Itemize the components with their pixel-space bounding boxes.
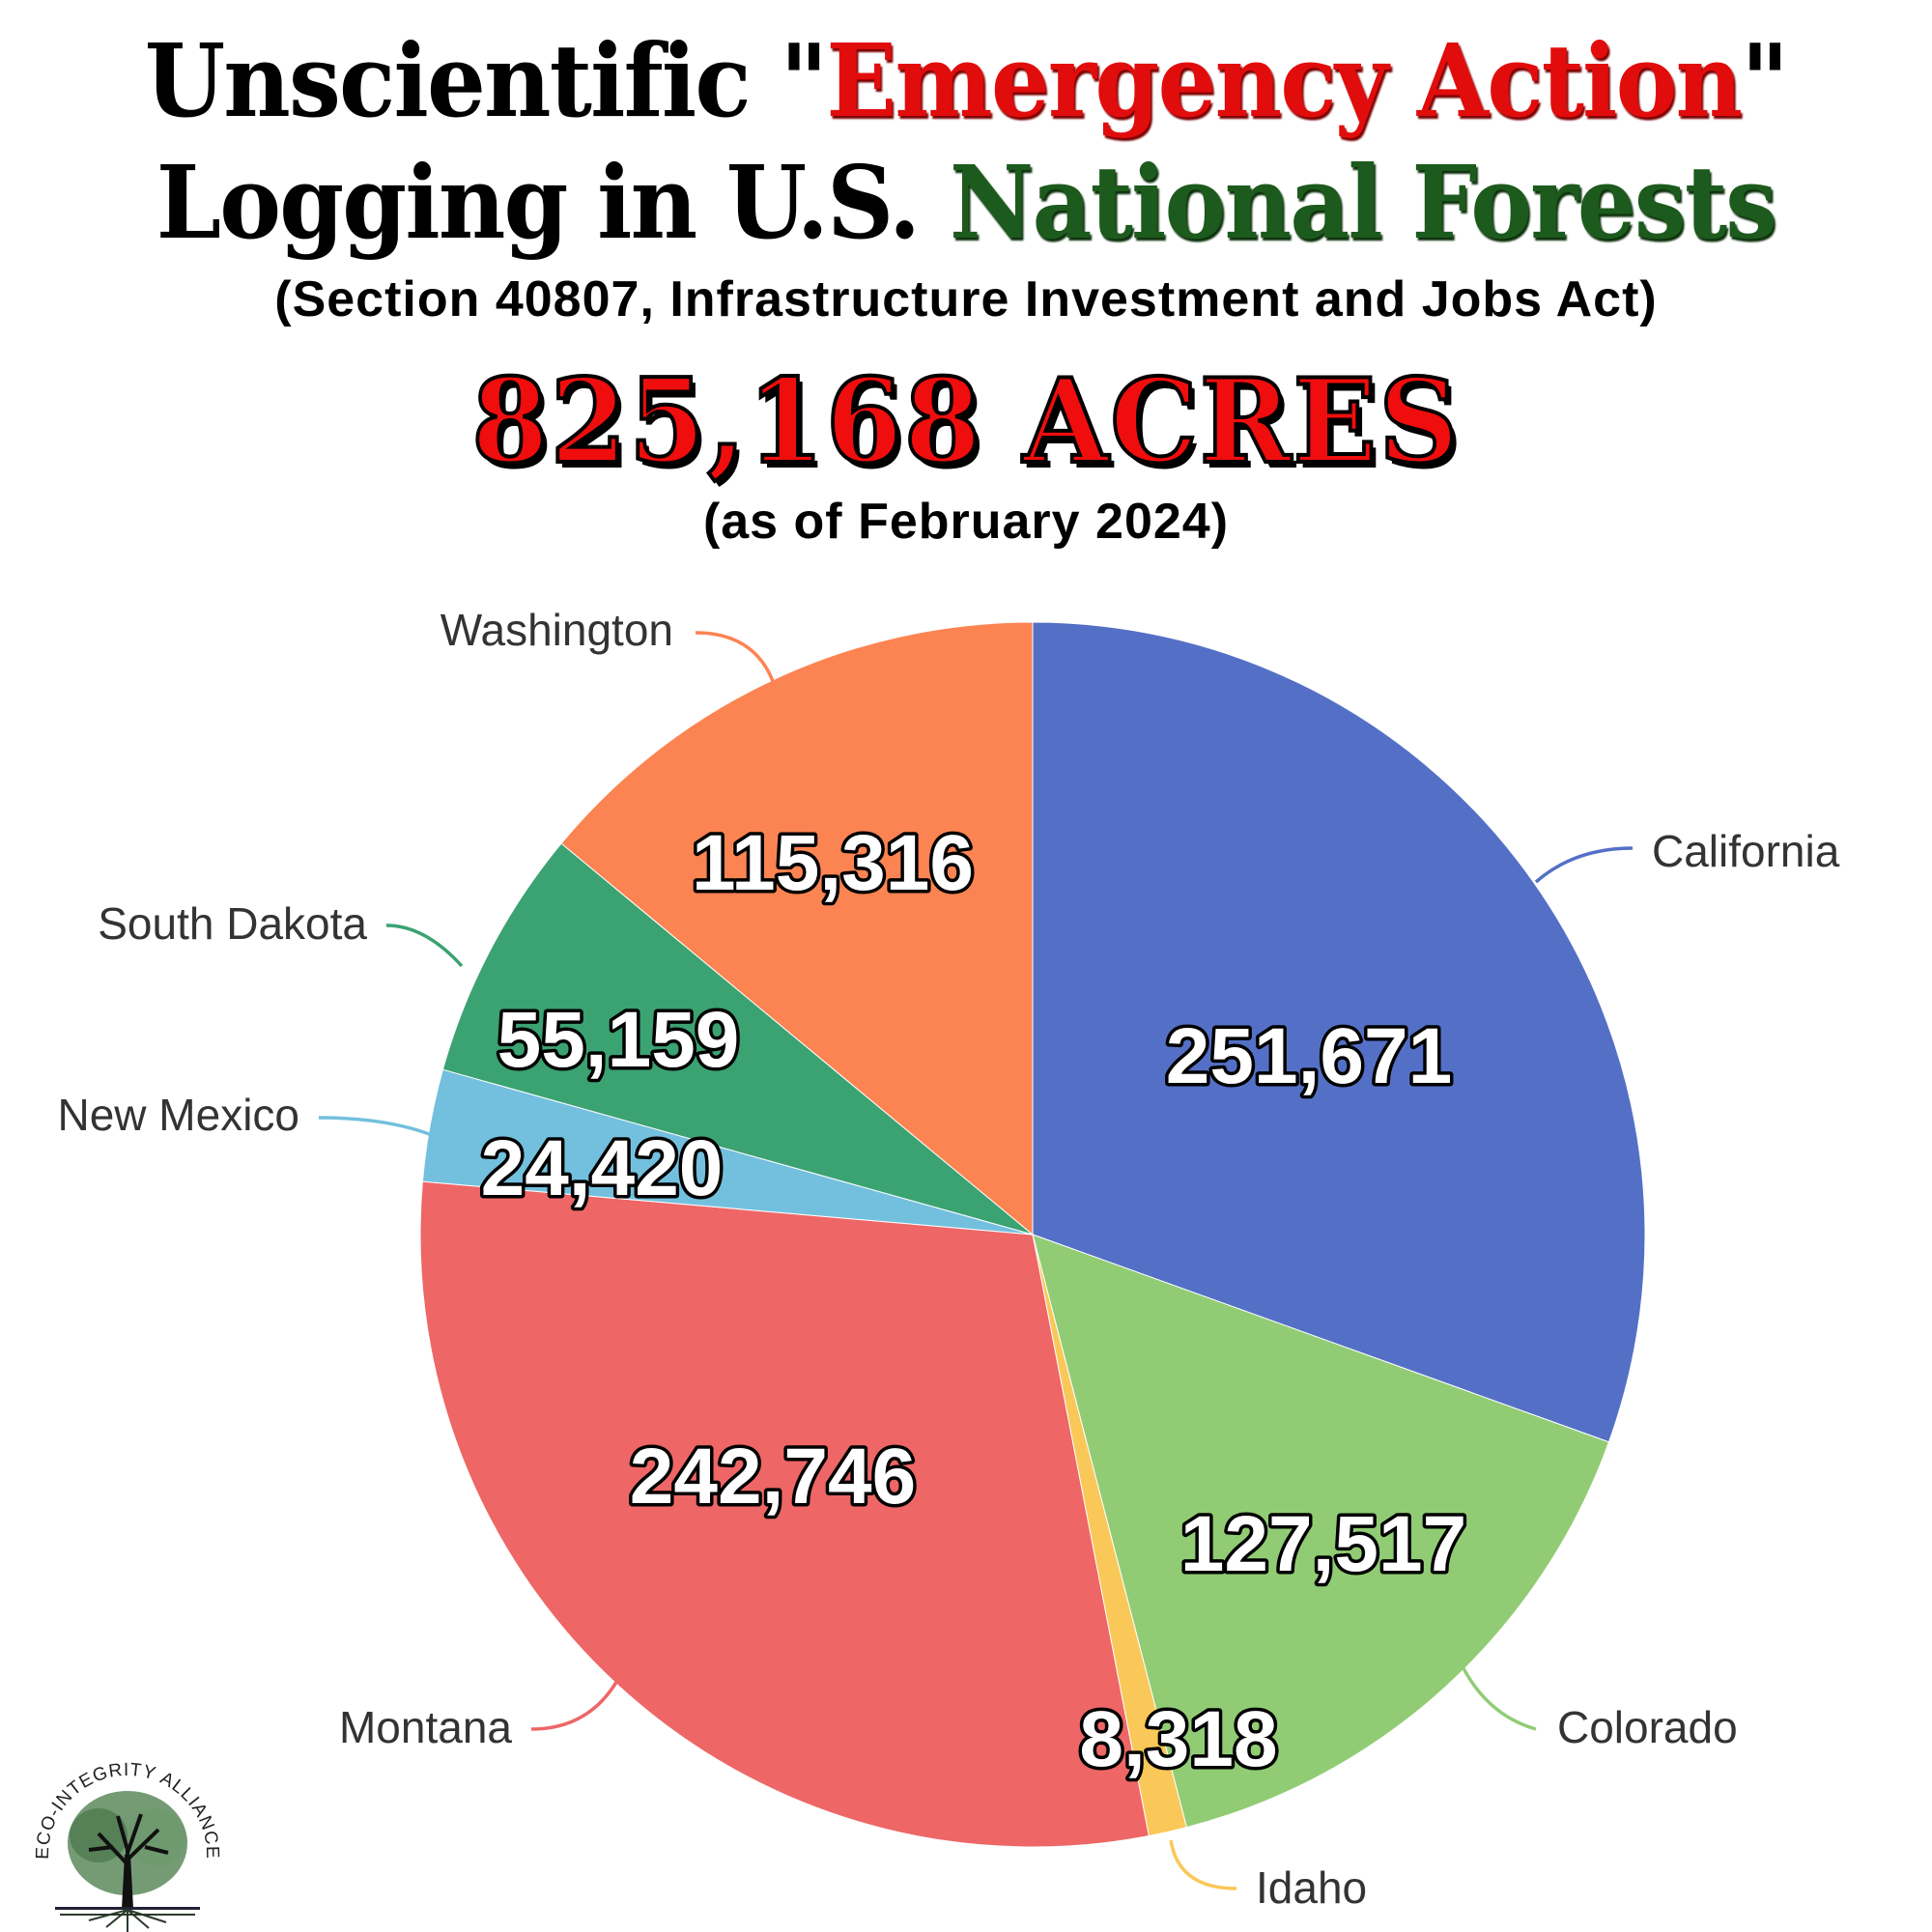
- value-label: 8,318: [1079, 1695, 1277, 1783]
- pie-slice-colorado: [1032, 1234, 1610, 1829]
- pie-slice-south-dakota: [441, 842, 1034, 1236]
- title-line-1: Unscientific "Emergency Action": [77, 21, 1855, 140]
- value-label: 251,671: [1166, 1012, 1452, 1100]
- leader-line: [318, 1116, 433, 1137]
- category-label: Idaho: [1256, 1862, 1367, 1913]
- value-label: 24,420: [481, 1124, 724, 1212]
- total-acres: 825,168 ACRES: [470, 352, 1461, 492]
- title-highlight-emergency: Emergency Action: [826, 21, 1743, 140]
- category-label: South Dakota: [98, 898, 367, 949]
- title-line-2: Logging in U.S. National Forests: [77, 143, 1855, 262]
- title-text: Logging in U.S.: [156, 143, 950, 262]
- leader-line: [1534, 846, 1634, 884]
- leader-line: [695, 631, 775, 682]
- leader-line: [1443, 1619, 1537, 1731]
- category-labels: California Colorado Idaho Montana New Mexico…: [57, 605, 1839, 1913]
- value-label: 55,159: [497, 996, 740, 1084]
- leader-line: [530, 1678, 620, 1731]
- category-label: California: [1652, 826, 1840, 876]
- leader-lines: [318, 631, 1634, 1890]
- pie-slice-california: [1032, 621, 1646, 1443]
- category-label: Washington: [440, 605, 673, 655]
- leader-line: [385, 923, 464, 968]
- tree-icon: [55, 1791, 200, 1932]
- value-label: 242,746: [630, 1433, 916, 1520]
- category-label: New Mexico: [57, 1090, 299, 1140]
- category-label: Colorado: [1557, 1702, 1738, 1752]
- leader-line: [1169, 1839, 1237, 1890]
- value-label: 115,316: [692, 819, 974, 907]
- pie-slices: [419, 621, 1646, 1848]
- pie-slice-montana: [419, 1180, 1150, 1848]
- value-label: 127,517: [1180, 1500, 1466, 1588]
- title-quote: ": [1741, 21, 1789, 140]
- value-labels: 251,671 127,517 8,318 242,746 24,420 55,159 11…: [477, 816, 1470, 1787]
- eco-integrity-alliance-logo: ECO-INTEGRITY ALLIANCE: [33, 1760, 221, 1932]
- as-of-date: (as of February 2024): [702, 494, 1230, 550]
- category-label: Montana: [339, 1702, 512, 1752]
- title-highlight-forests: National Forests: [949, 143, 1777, 262]
- title-text: Unscientific ": [144, 21, 828, 140]
- subtitle: (Section 40807, Infrastructure Investmen…: [274, 271, 1658, 327]
